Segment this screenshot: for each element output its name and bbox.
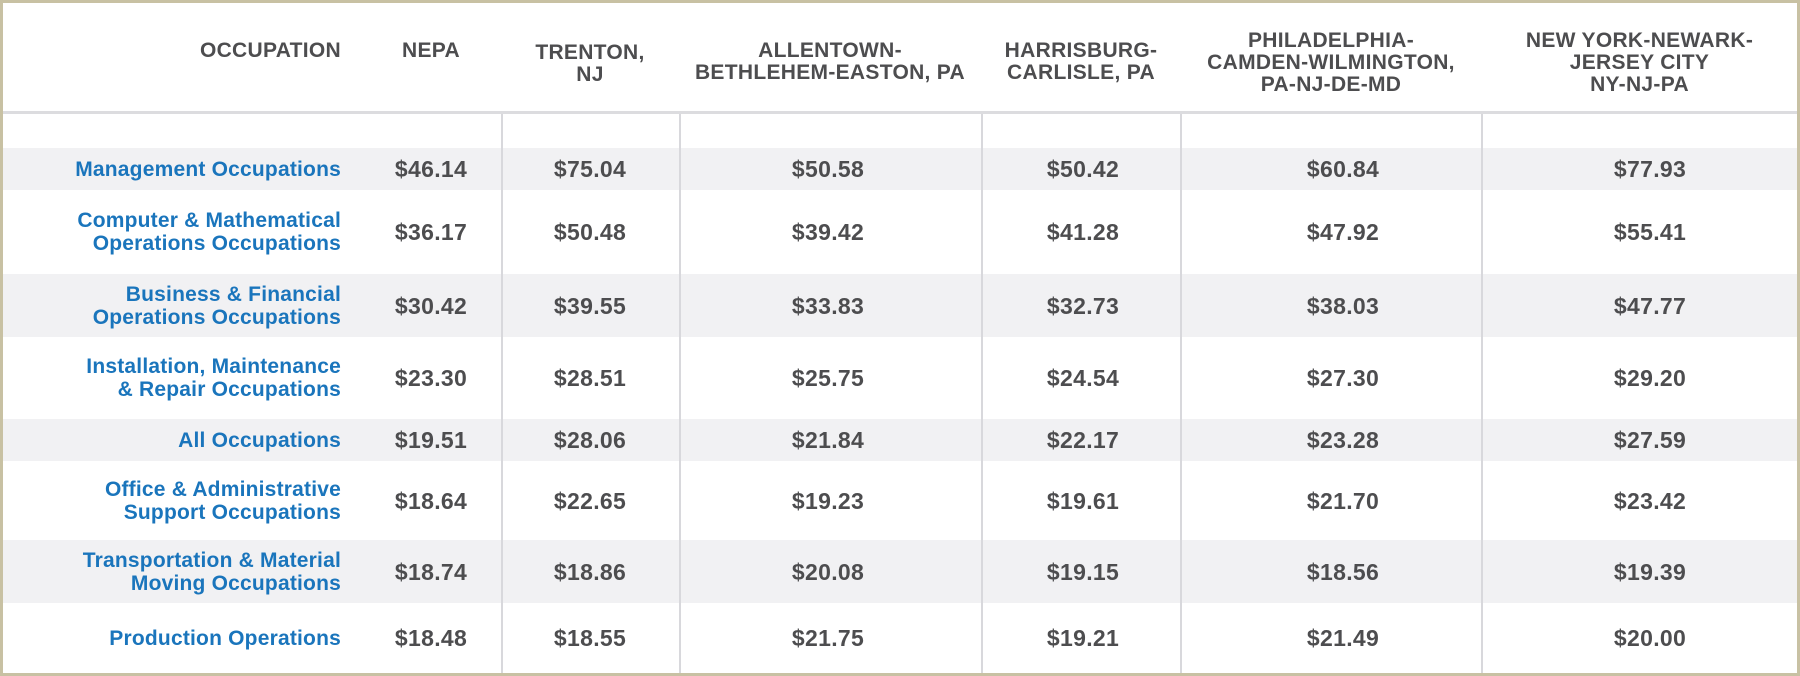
wage-value: $28.51 <box>553 365 627 391</box>
occupation-label: Installation, Maintenance & Repair Occup… <box>86 355 341 401</box>
wage-value: $18.55 <box>553 625 627 651</box>
wage-value: $23.42 <box>1613 487 1687 514</box>
wage-value: $18.48 <box>394 625 468 651</box>
wage-value: $23.28 <box>1306 427 1380 453</box>
wage-value: $19.23 <box>791 487 865 514</box>
wage-value: $27.59 <box>1613 427 1687 453</box>
column-header-occupation: OCCUPATION <box>199 39 341 62</box>
wage-value: $21.70 <box>1306 487 1380 514</box>
wage-value: $36.17 <box>394 219 468 245</box>
occupation-label: Office & Administrative Support Occupati… <box>104 477 341 524</box>
column-header-region: PHILADELPHIA- CAMDEN-WILMINGTON, PA-NJ-D… <box>1207 29 1455 96</box>
wage-value: $33.83 <box>791 292 865 319</box>
column-header-region: NEW YORK-NEWARK- JERSEY CITY NY-NJ-PA <box>1525 29 1754 96</box>
column-header-region: TRENTON, NJ <box>535 41 645 86</box>
wage-value: $21.75 <box>791 625 865 651</box>
wage-value: $39.42 <box>791 219 865 245</box>
column-divider <box>501 114 503 673</box>
wage-value: $20.08 <box>791 558 865 585</box>
wage-value: $25.75 <box>791 365 865 391</box>
wage-value: $23.30 <box>394 365 468 391</box>
wage-value: $19.39 <box>1613 558 1687 585</box>
wage-value: $47.77 <box>1613 292 1687 319</box>
wage-value: $20.00 <box>1613 625 1687 651</box>
wage-value: $19.21 <box>1046 625 1120 651</box>
column-divider <box>1481 114 1483 673</box>
wage-value: $18.64 <box>394 487 468 514</box>
table-row <box>3 274 1797 337</box>
wage-value: $50.42 <box>1046 156 1120 182</box>
wage-value: $19.61 <box>1046 487 1120 514</box>
wage-value: $18.86 <box>553 558 627 585</box>
wage-value: $41.28 <box>1046 219 1120 245</box>
wage-value: $77.93 <box>1613 156 1687 182</box>
wage-value: $39.55 <box>553 292 627 319</box>
wage-value: $28.06 <box>553 427 627 453</box>
wage-value: $55.41 <box>1613 219 1687 245</box>
wage-value: $47.92 <box>1306 219 1380 245</box>
wage-value: $75.04 <box>553 156 627 182</box>
column-header-region: NEPA <box>402 39 460 62</box>
wage-value: $27.30 <box>1306 365 1380 391</box>
table-row <box>3 540 1797 603</box>
wage-value: $24.54 <box>1046 365 1120 391</box>
occupation-label: Business & Financial Operations Occupati… <box>92 282 341 329</box>
wage-value: $46.14 <box>394 156 468 182</box>
occupation-label: All Occupations <box>178 428 341 452</box>
wage-value: $18.56 <box>1306 558 1380 585</box>
column-divider <box>679 114 681 673</box>
wage-value: $18.74 <box>394 558 468 585</box>
wage-value: $19.51 <box>394 427 468 453</box>
wage-value: $21.84 <box>791 427 865 453</box>
wage-value: $50.48 <box>553 219 627 245</box>
column-header-region: HARRISBURG- CARLISLE, PA <box>1004 39 1158 84</box>
occupation-label: Production Operations <box>109 626 341 650</box>
wage-value: $32.73 <box>1046 292 1120 319</box>
column-header-region: ALLENTOWN- BETHLEHEM-EASTON, PA <box>694 39 966 84</box>
occupation-label: Transportation & Material Moving Occupat… <box>82 548 341 595</box>
wage-value: $19.15 <box>1046 558 1120 585</box>
table-row <box>3 148 1797 190</box>
wage-value: $29.20 <box>1613 365 1687 391</box>
wage-value: $21.49 <box>1306 625 1380 651</box>
column-divider <box>1180 114 1182 673</box>
wage-value: $22.17 <box>1046 427 1120 453</box>
wage-value: $22.65 <box>553 487 627 514</box>
column-divider <box>981 114 983 673</box>
wage-value: $60.84 <box>1306 156 1380 182</box>
occupation-label: Computer & Mathematical Operations Occup… <box>77 209 341 255</box>
wage-value: $38.03 <box>1306 292 1380 319</box>
wage-value: $30.42 <box>394 292 468 319</box>
header-divider <box>3 111 1797 114</box>
occupation-label: Management Occupations <box>75 157 341 181</box>
wage-value: $50.58 <box>791 156 865 182</box>
table-row <box>3 419 1797 461</box>
